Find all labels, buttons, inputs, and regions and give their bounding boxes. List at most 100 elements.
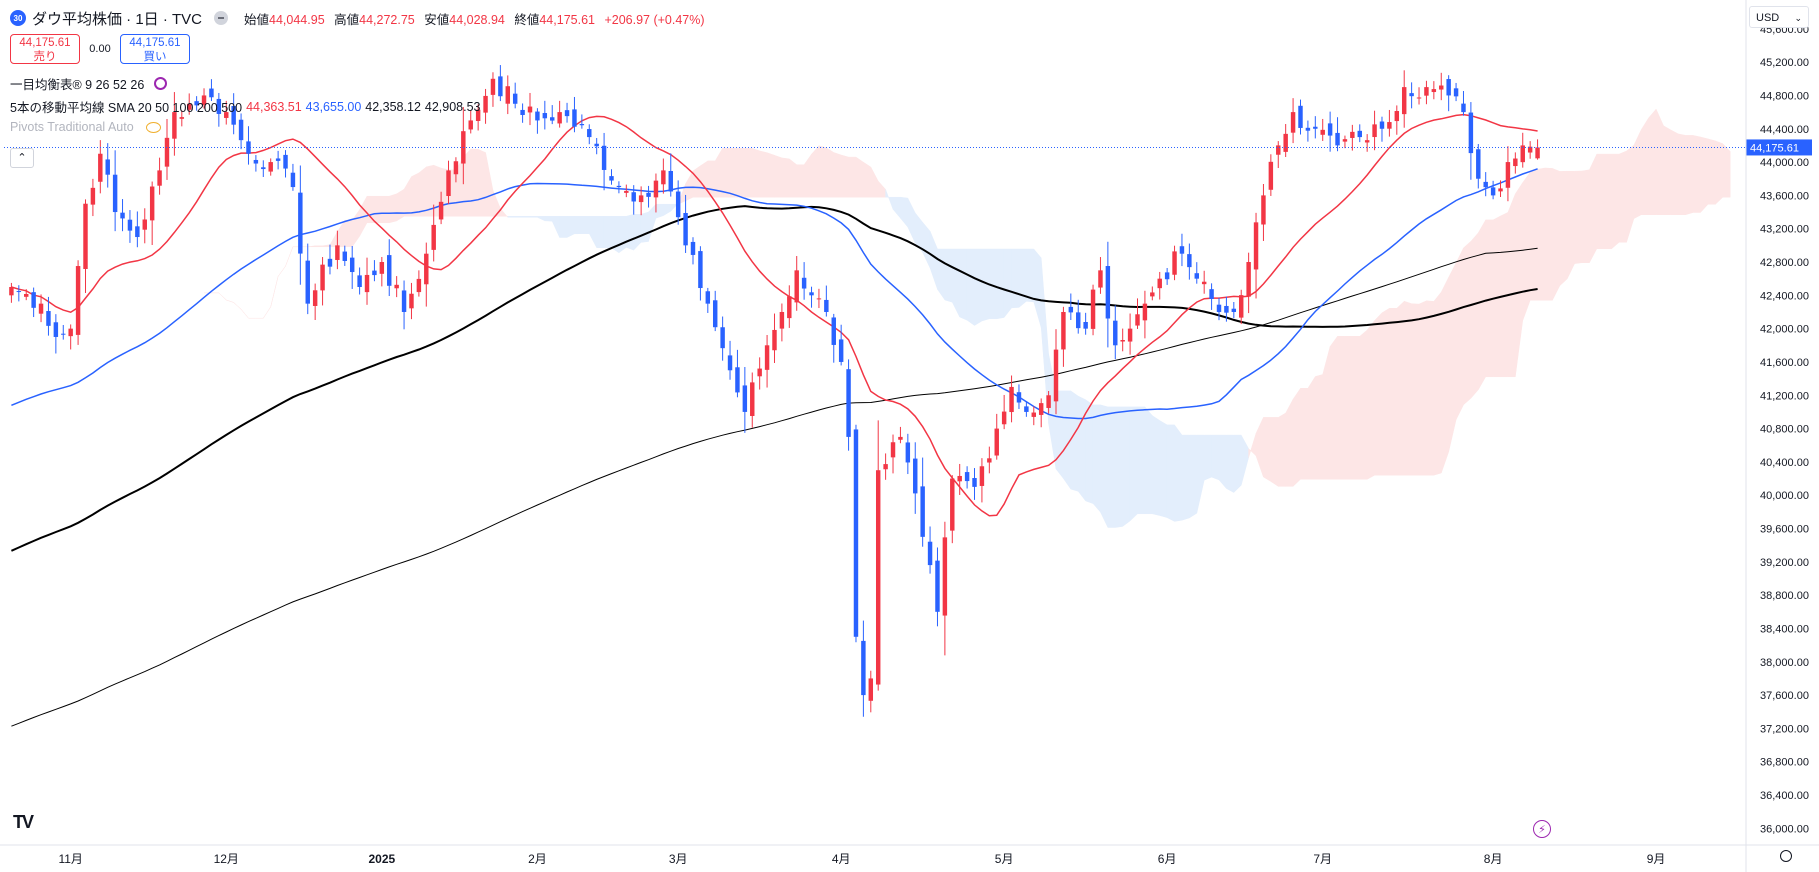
candle-body [690,241,696,255]
buy-button[interactable]: 44,175.61 買い [120,34,190,64]
candle [1009,375,1014,423]
candle-body [675,191,681,218]
candle [824,285,829,317]
cloud-segment [1707,138,1716,205]
candle-body [720,327,725,349]
x-tick-label: 7月 [1313,852,1332,866]
candle-body [550,117,555,121]
candle-body [1194,273,1199,279]
cloud-segment [285,246,294,267]
candle-body [1068,306,1074,313]
candle-body [1209,289,1214,299]
candle [579,114,585,129]
candle [624,184,629,198]
hidden-eye-icon[interactable] [145,121,161,133]
candle [1238,289,1244,325]
indicator-ichimoku[interactable]: 一目均衡表® 9 26 52 26 [10,74,168,93]
candle-body [1505,162,1511,188]
cloud-segment [1233,434,1242,494]
cloud-segment [1641,116,1649,215]
cloud-segment [1122,406,1131,527]
candles[interactable] [9,65,1540,717]
candle [1513,152,1518,174]
candle [727,340,733,380]
candle [112,150,118,232]
y-tick-label: 43,200.00 [1760,224,1809,236]
open-value: 44,044.95 [269,12,325,27]
cloud-segment [1359,329,1368,480]
candle-body [1468,112,1474,154]
candle-body [1231,308,1237,312]
indicator-sma[interactable]: 5本の移動平均線 SMA 20 50 100 200 500 44,363.51… [10,97,481,116]
candle [1268,154,1274,196]
candle-body [1342,139,1348,142]
candle-body [609,176,614,181]
candle [357,267,362,295]
cloud-segment [907,197,916,244]
collapse-legend-button[interactable]: ⌃ [10,148,34,168]
cloud-segment [1715,140,1724,205]
candle [186,93,192,115]
spread-value: 0.00 [89,43,111,55]
cloud-segment [1211,434,1220,481]
sma-label: 5本の移動平均線 SMA 20 50 100 200 500 [10,101,243,115]
cloud-segment [944,248,953,303]
cloud-segment [1344,336,1353,480]
y-tick-label: 44,800.00 [1760,90,1809,102]
cloud-segment [566,216,575,238]
candle [164,118,170,180]
cloud-segment [1596,153,1605,250]
candle-body [1246,262,1251,297]
candle-body [535,111,540,121]
market-status-icon[interactable] [214,11,229,25]
cloud-segment [1700,136,1709,214]
candle-body [349,257,355,273]
sell-button[interactable]: 44,175.61 売り [10,34,80,64]
x-tick-label: 9月 [1647,852,1666,866]
gear-icon[interactable] [1780,850,1792,862]
candle [1535,139,1540,160]
candle [794,256,799,311]
candle-body [268,162,273,172]
cloud-segment [648,203,657,242]
candle [261,160,266,177]
cloud-segment [1537,167,1546,301]
cloud-segment [396,188,405,222]
tradingview-logo-icon[interactable]: TV [13,812,34,832]
cloud-segment [1218,434,1227,490]
candle-body [98,153,103,182]
candle-body [209,88,214,98]
candle [920,457,925,547]
y-tick-label: 36,800.00 [1760,757,1809,769]
candle-body [1290,112,1296,133]
candle-body [668,170,673,192]
candle-body [16,291,22,293]
candle [1172,245,1177,281]
candle-body [201,95,207,105]
x-tick-label: 8月 [1484,852,1503,866]
lightning-icon[interactable]: ⚡ [1533,820,1551,838]
candle-body [898,436,903,440]
indicator-pivots[interactable]: Pivots Traditional Auto [10,120,161,134]
candle [1276,141,1281,169]
currency-select[interactable]: USD ⌄ [1749,6,1809,28]
symbol-title[interactable]: ダウ平均株価 · 1日 · TVC [32,10,203,28]
cloud-segment [559,216,568,238]
cloud-segment [1100,404,1109,528]
candle-body [305,260,310,304]
y-tick-label: 42,400.00 [1760,290,1809,302]
candle-body [327,258,333,267]
cloud-segment [1070,390,1079,492]
candle-body [342,251,348,261]
candle [846,359,851,451]
cloud-segment [818,145,827,198]
cloud-segment [1152,415,1160,516]
candle [283,150,288,178]
cloud-segment [966,248,975,326]
candle [1031,406,1037,426]
candle [1157,271,1162,300]
y-tick-label: 36,400.00 [1760,790,1809,802]
ma20-value: 44,363.51 [246,99,302,114]
candle-body [942,537,948,616]
